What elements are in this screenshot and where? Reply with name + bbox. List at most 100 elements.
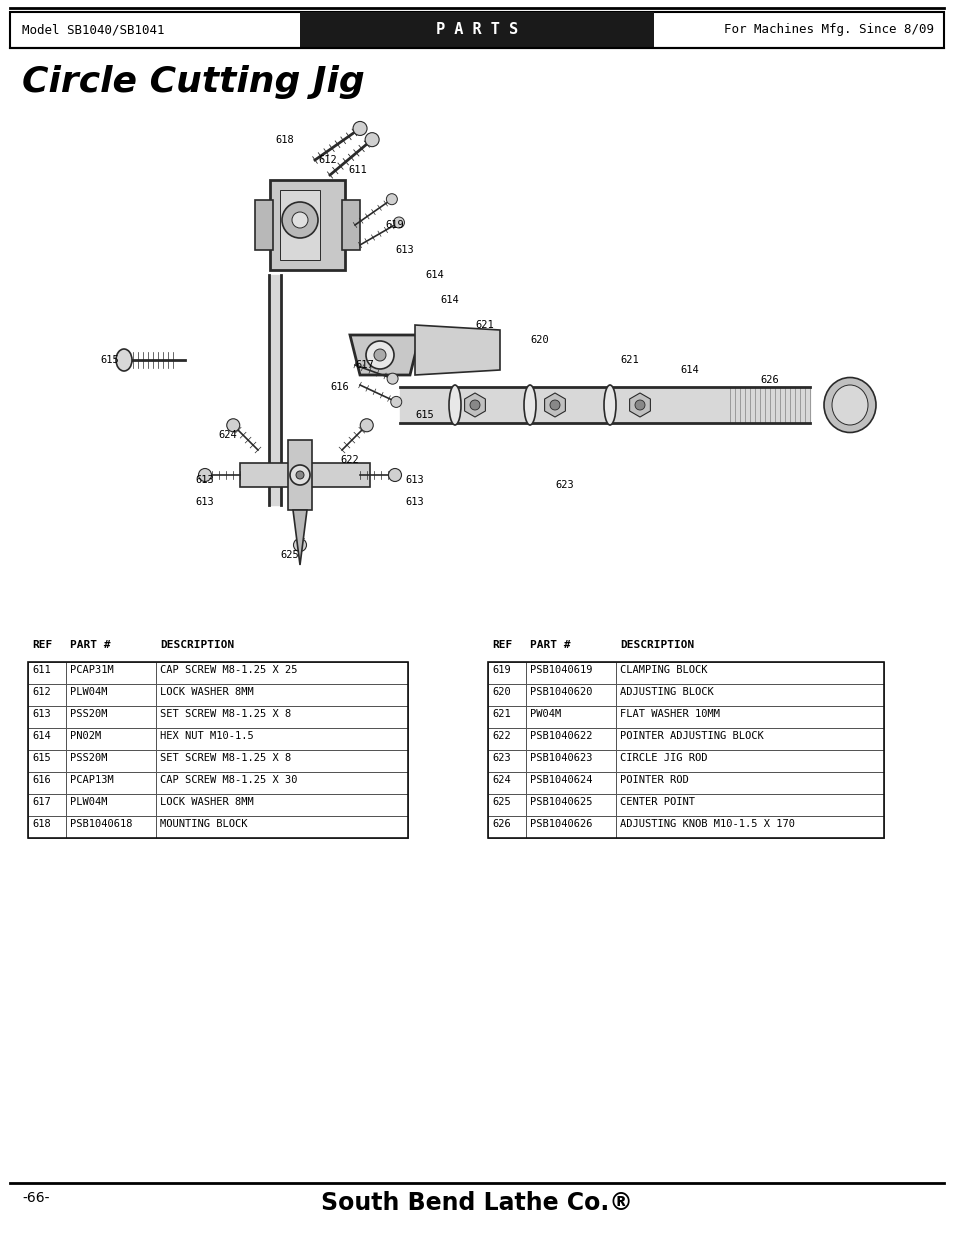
Bar: [341, 200, 359, 249]
Bar: [28, 816, 66, 839]
Bar: [525, 772, 616, 794]
Circle shape: [282, 203, 317, 238]
Bar: [488, 727, 525, 750]
Text: ADJUSTING BLOCK: ADJUSTING BLOCK: [619, 687, 713, 697]
Text: PSS20M: PSS20M: [70, 709, 108, 719]
Text: FLAT WASHER 10MM: FLAT WASHER 10MM: [619, 709, 720, 719]
Ellipse shape: [353, 121, 367, 136]
Bar: [66, 727, 156, 750]
Text: CAP SCREW M8-1.25 X 30: CAP SCREW M8-1.25 X 30: [160, 776, 297, 785]
Bar: [156, 794, 408, 816]
Text: 613: 613: [194, 496, 213, 508]
Text: PSB1040619: PSB1040619: [530, 664, 592, 676]
Bar: [156, 706, 408, 727]
Bar: [28, 750, 66, 772]
Text: 611: 611: [348, 165, 366, 175]
Ellipse shape: [294, 538, 306, 552]
Circle shape: [635, 400, 644, 410]
Text: PSB1040624: PSB1040624: [530, 776, 592, 785]
Text: 621: 621: [492, 709, 510, 719]
Bar: [10, 12, 943, 48]
Circle shape: [470, 400, 479, 410]
Bar: [488, 706, 525, 727]
Bar: [488, 816, 525, 839]
Text: 615: 615: [100, 354, 118, 366]
Text: LOCK WASHER 8MM: LOCK WASHER 8MM: [160, 687, 253, 697]
Ellipse shape: [831, 385, 867, 425]
Bar: [254, 200, 273, 249]
Text: South Bend Lathe Co.®: South Bend Lathe Co.®: [321, 1191, 632, 1215]
Polygon shape: [350, 335, 419, 375]
Text: 623: 623: [492, 753, 510, 763]
Ellipse shape: [227, 419, 239, 432]
Text: DESCRIPTION: DESCRIPTION: [160, 640, 234, 650]
Text: 612: 612: [32, 687, 51, 697]
Bar: [66, 772, 156, 794]
Ellipse shape: [116, 350, 132, 370]
Ellipse shape: [523, 385, 536, 425]
Text: MOUNTING BLOCK: MOUNTING BLOCK: [160, 819, 247, 829]
Ellipse shape: [386, 194, 397, 205]
Ellipse shape: [391, 396, 401, 408]
Text: 613: 613: [395, 245, 414, 254]
Bar: [525, 794, 616, 816]
Circle shape: [292, 212, 308, 228]
Bar: [28, 772, 66, 794]
Bar: [616, 750, 883, 772]
Bar: [616, 816, 883, 839]
Text: 622: 622: [492, 731, 510, 741]
Text: PSB1040618: PSB1040618: [70, 819, 132, 829]
Text: 617: 617: [32, 797, 51, 806]
Bar: [240, 463, 370, 487]
Text: DESCRIPTION: DESCRIPTION: [619, 640, 694, 650]
Text: For Machines Mfg. Since 8/09: For Machines Mfg. Since 8/09: [723, 23, 933, 37]
Bar: [28, 706, 66, 727]
Bar: [288, 440, 312, 510]
Bar: [488, 750, 525, 772]
Text: 625: 625: [492, 797, 510, 806]
Circle shape: [366, 341, 394, 369]
Text: 618: 618: [32, 819, 51, 829]
Bar: [616, 772, 883, 794]
Text: 614: 614: [32, 731, 51, 741]
Text: 622: 622: [339, 454, 358, 466]
Text: CLAMPING BLOCK: CLAMPING BLOCK: [619, 664, 707, 676]
Text: 626: 626: [492, 819, 510, 829]
Ellipse shape: [388, 468, 401, 482]
Bar: [299, 12, 654, 48]
Text: PART #: PART #: [530, 640, 570, 650]
Bar: [66, 706, 156, 727]
Text: CIRCLE JIG ROD: CIRCLE JIG ROD: [619, 753, 707, 763]
Text: LOCK WASHER 8MM: LOCK WASHER 8MM: [160, 797, 253, 806]
Bar: [28, 727, 66, 750]
Text: REF: REF: [492, 640, 512, 650]
Bar: [156, 816, 408, 839]
Text: Circle Cutting Jig: Circle Cutting Jig: [22, 65, 364, 99]
Text: PCAP13M: PCAP13M: [70, 776, 113, 785]
Text: 623: 623: [555, 480, 573, 490]
Bar: [616, 706, 883, 727]
Text: 621: 621: [475, 320, 494, 330]
Text: POINTER ROD: POINTER ROD: [619, 776, 688, 785]
Circle shape: [290, 466, 310, 485]
Bar: [156, 727, 408, 750]
Ellipse shape: [198, 468, 212, 482]
Bar: [488, 662, 883, 839]
Text: 613: 613: [194, 475, 213, 485]
Bar: [156, 772, 408, 794]
Bar: [488, 684, 525, 706]
Text: PSB1040625: PSB1040625: [530, 797, 592, 806]
Text: PCAP31M: PCAP31M: [70, 664, 113, 676]
Bar: [156, 750, 408, 772]
Bar: [156, 684, 408, 706]
Ellipse shape: [387, 373, 397, 384]
Bar: [525, 727, 616, 750]
Circle shape: [295, 471, 304, 479]
Text: SET SCREW M8-1.25 X 8: SET SCREW M8-1.25 X 8: [160, 709, 291, 719]
Bar: [525, 662, 616, 684]
Text: 619: 619: [492, 664, 510, 676]
Bar: [488, 662, 525, 684]
Polygon shape: [293, 510, 307, 564]
Bar: [66, 684, 156, 706]
Bar: [525, 816, 616, 839]
